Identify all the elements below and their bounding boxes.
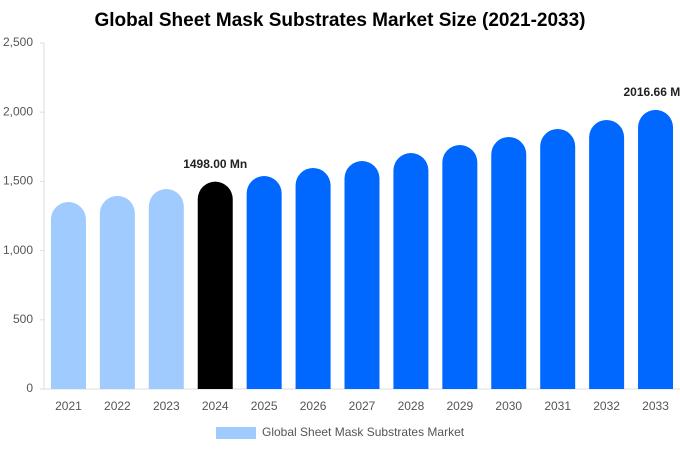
bar [246, 176, 282, 389]
y-tick-label: 1,500 [3, 174, 33, 188]
bar [99, 195, 135, 389]
y-tick-label: 1,000 [3, 243, 33, 257]
x-tick-label: 2030 [495, 399, 522, 413]
chart-title: Global Sheet Mask Substrates Market Size… [94, 10, 585, 31]
bar [491, 136, 527, 389]
value-label: 2016.66 Mn [624, 85, 680, 99]
bar [540, 128, 576, 389]
x-tick-label: 2026 [300, 399, 327, 413]
x-tick-label: 2031 [544, 399, 571, 413]
bar [393, 153, 429, 389]
y-tick-label: 2,500 [3, 35, 33, 49]
bar [589, 119, 625, 390]
legend-swatch [216, 427, 256, 439]
bar [295, 167, 331, 389]
x-tick-label: 2025 [251, 399, 278, 413]
x-tick-label: 2029 [446, 399, 473, 413]
x-tick-label: 2027 [349, 399, 376, 413]
x-tick-label: 2032 [593, 399, 620, 413]
bar [442, 145, 478, 389]
y-tick-label: 0 [26, 381, 33, 395]
x-tick-label: 2023 [153, 399, 180, 413]
x-tick-label: 2021 [55, 399, 82, 413]
y-tick-label: 2,000 [3, 104, 33, 118]
x-tick-label: 2024 [202, 399, 229, 413]
legend-label: Global Sheet Mask Substrates Market [262, 425, 465, 439]
bar [50, 202, 86, 389]
value-label: 1498.00 Mn [183, 157, 247, 171]
bar [344, 161, 380, 389]
x-tick-label: 2028 [398, 399, 425, 413]
y-tick-label: 500 [13, 312, 33, 326]
bar [197, 181, 233, 389]
bar [148, 189, 184, 389]
x-tick-label: 2022 [104, 399, 131, 413]
bar [638, 109, 674, 389]
x-tick-label: 2033 [642, 399, 669, 413]
